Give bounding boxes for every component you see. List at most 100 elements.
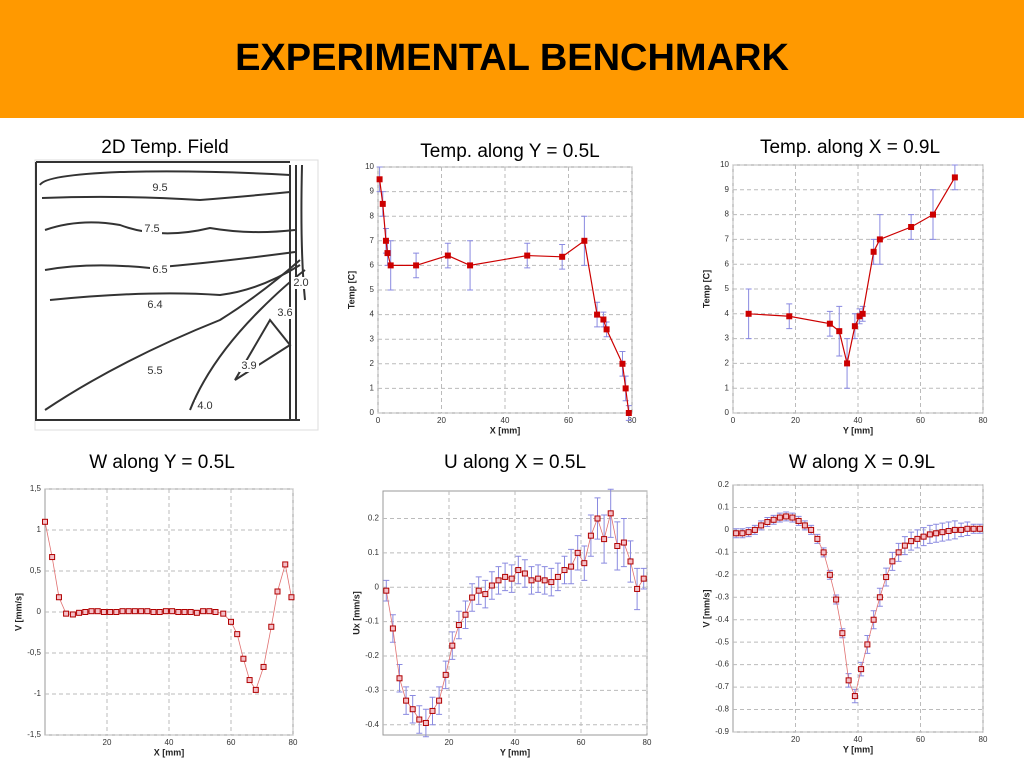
data-point xyxy=(627,558,634,565)
field-title: 2D Temp. Field xyxy=(101,137,228,158)
data-point xyxy=(422,719,429,726)
x-tick-label: 40 xyxy=(501,416,510,425)
chart-title: U along X = 0.5L xyxy=(444,452,586,473)
data-point xyxy=(614,542,621,549)
contour-label: 5.5 xyxy=(147,365,162,377)
data-point xyxy=(495,577,502,584)
y-tick-label: 0 xyxy=(725,408,730,417)
data-point xyxy=(403,697,410,704)
data-point xyxy=(521,570,528,577)
data-point xyxy=(745,529,752,536)
data-point xyxy=(883,574,890,581)
data-point xyxy=(619,360,626,367)
y-axis-label: V [mm/s] xyxy=(13,593,23,631)
data-point xyxy=(845,677,852,684)
data-point xyxy=(559,253,566,260)
data-point xyxy=(113,609,120,615)
data-point xyxy=(212,609,219,615)
data-point xyxy=(535,575,542,582)
y-tick-label: -0.6 xyxy=(715,660,729,669)
data-point xyxy=(600,316,607,323)
data-point xyxy=(144,608,151,615)
data-point xyxy=(220,610,227,617)
data-point xyxy=(416,716,423,723)
data-point xyxy=(156,609,163,615)
data-point xyxy=(175,609,182,615)
data-point xyxy=(125,608,132,615)
data-point xyxy=(640,575,647,582)
y-tick-label: -0.9 xyxy=(715,727,729,736)
label-bg xyxy=(291,277,311,289)
data-point xyxy=(554,573,561,580)
x-tick-label: 60 xyxy=(564,416,573,425)
data-point xyxy=(561,567,568,574)
data-point xyxy=(908,224,915,230)
x-tick-label: 80 xyxy=(979,735,988,744)
data-point xyxy=(252,686,259,693)
label-bg xyxy=(150,182,170,194)
contour-label: 6.5 xyxy=(152,264,167,276)
y-tick-label: -0.7 xyxy=(715,682,729,691)
data-point xyxy=(82,609,89,615)
label-bg xyxy=(195,400,215,412)
data-point xyxy=(169,608,176,615)
y-tick-label: 0.1 xyxy=(718,503,730,512)
data-point xyxy=(288,594,295,601)
data-point xyxy=(976,525,983,532)
chart-title: W along X = 0.9L xyxy=(789,452,935,473)
x-tick-label: 40 xyxy=(165,738,174,747)
y-tick-label: 5 xyxy=(725,284,730,293)
data-line xyxy=(385,513,645,724)
data-point xyxy=(382,237,389,244)
contour-label: 3.9 xyxy=(241,360,256,372)
y-tick-label: -1 xyxy=(34,689,42,698)
y-tick-label: 10 xyxy=(365,162,374,171)
y-axis-label: Ux [mm/s] xyxy=(351,591,361,635)
contour xyxy=(41,191,296,235)
y-tick-label: -0.1 xyxy=(715,547,729,556)
data-line xyxy=(736,516,980,698)
y-tick-label: -0.4 xyxy=(365,720,379,729)
x-tick-label: 80 xyxy=(643,738,652,747)
data-point xyxy=(930,211,936,218)
data-point xyxy=(851,693,858,700)
data-point xyxy=(131,608,138,615)
data-point xyxy=(162,608,169,615)
y-tick-label: 9 xyxy=(725,185,730,194)
y-tick-label: 7 xyxy=(725,235,730,244)
data-point xyxy=(475,587,482,594)
data-point xyxy=(138,608,145,615)
data-point xyxy=(488,582,495,589)
data-point xyxy=(826,571,833,578)
data-point xyxy=(808,526,815,533)
y-tick-label: 0 xyxy=(375,582,380,591)
data-point xyxy=(455,622,462,629)
data-point xyxy=(581,237,588,244)
x-tick-label: 60 xyxy=(227,738,236,747)
data-point xyxy=(467,262,474,269)
data-point xyxy=(901,542,908,549)
x-tick-label: 20 xyxy=(445,738,454,747)
data-point xyxy=(508,575,515,582)
data-point xyxy=(603,326,610,333)
y-tick-label: 8 xyxy=(370,211,375,220)
data-point xyxy=(282,561,289,568)
contour-label: 2.0 xyxy=(293,277,308,289)
data-point xyxy=(442,671,449,678)
chart-title: Temp. along Y = 0.5L xyxy=(420,141,599,162)
y-tick-label: 4 xyxy=(725,309,730,318)
y-tick-label: 0.1 xyxy=(368,548,380,557)
label-bg xyxy=(145,299,165,311)
data-point xyxy=(783,513,790,520)
data-point xyxy=(94,608,101,615)
data-point xyxy=(187,609,194,615)
data-point xyxy=(876,594,883,601)
data-point xyxy=(789,514,796,521)
data-point xyxy=(926,531,933,538)
data-point xyxy=(826,320,833,327)
y-tick-label: 2 xyxy=(725,359,730,368)
data-point xyxy=(733,530,740,537)
x-tick-label: 40 xyxy=(854,735,863,744)
y-tick-label: 1 xyxy=(37,525,42,534)
